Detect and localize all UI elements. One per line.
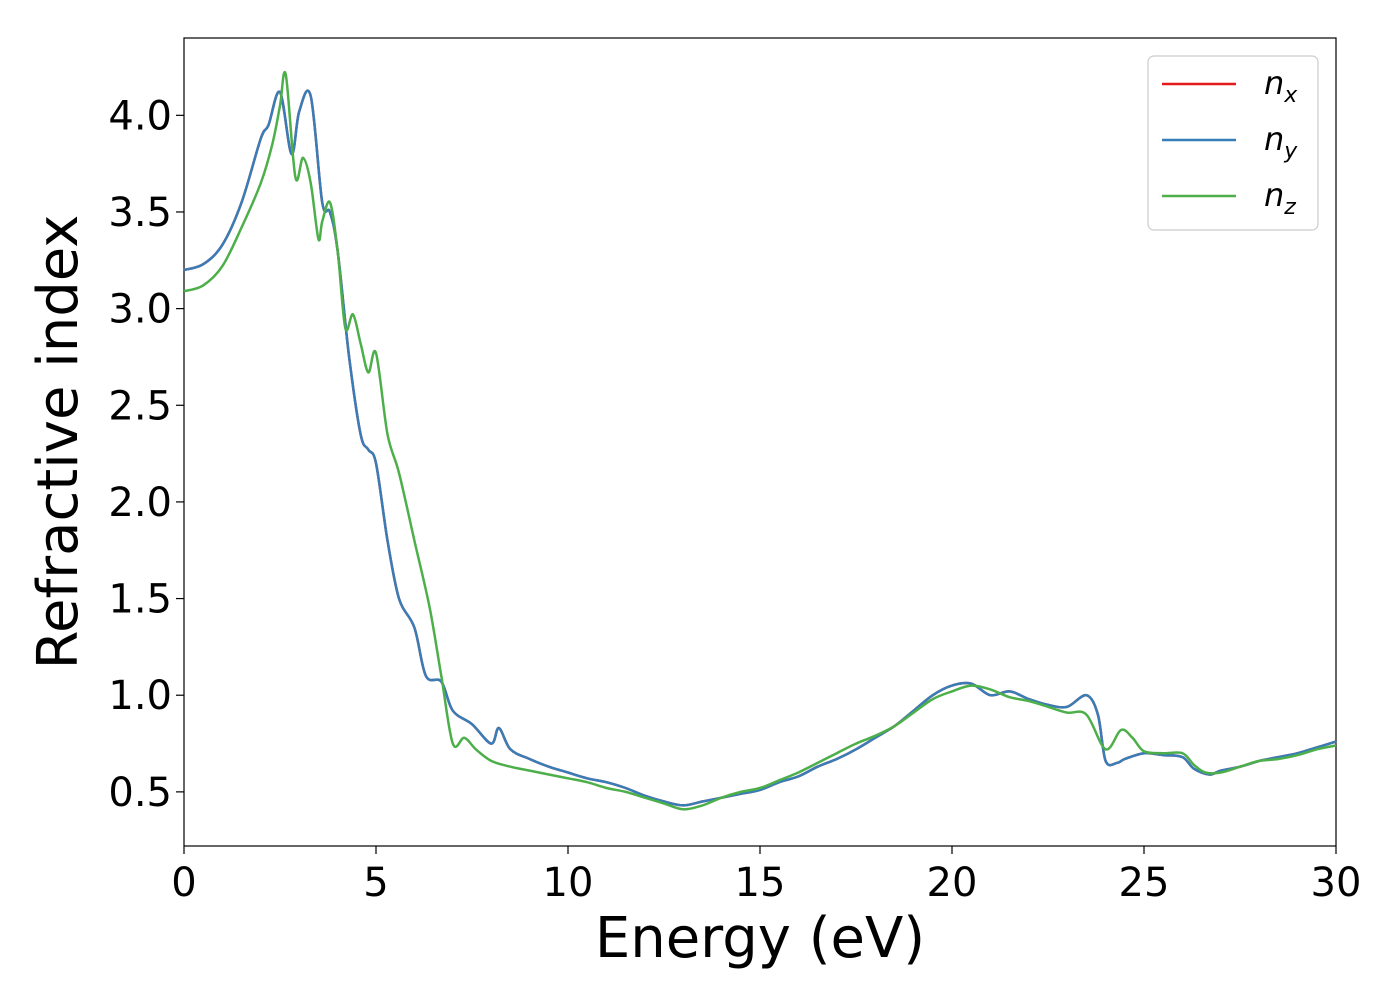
y-tick-label: 2.5 [108, 383, 172, 429]
plot-area [183, 37, 1337, 847]
y-tick-label: 3.5 [108, 190, 172, 236]
y-tick-label: 1.5 [108, 577, 172, 623]
x-axis-label: Energy (eV) [595, 906, 925, 971]
series-line-z [183, 70, 1337, 811]
legend-box [1147, 55, 1319, 231]
y-tick-label: 1.0 [108, 673, 172, 719]
y-tick-label: 2.0 [108, 480, 172, 526]
x-tick-label: 30 [1311, 860, 1362, 906]
y-tick-label: 0.5 [108, 770, 172, 816]
x-tick-label: 0 [171, 860, 196, 906]
x-tick-label: 15 [735, 860, 786, 906]
y-axis-label: Refractive index [26, 215, 91, 670]
x-axis-ticks: 0 5 10 15 20 25 30 [171, 846, 1361, 906]
y-tick-label: 3.0 [108, 287, 172, 333]
x-tick-label: 20 [927, 860, 978, 906]
x-tick-label: 25 [1119, 860, 1170, 906]
x-tick-label: 5 [363, 860, 388, 906]
y-axis-ticks: 0.5 1.0 1.5 2.0 2.5 3.0 3.5 4.0 [108, 93, 184, 816]
legend-label-y: ny [1264, 120, 1298, 164]
x-tick-label: 10 [543, 860, 594, 906]
series-layer [183, 70, 1337, 811]
y-tick-label: 4.0 [108, 93, 172, 139]
